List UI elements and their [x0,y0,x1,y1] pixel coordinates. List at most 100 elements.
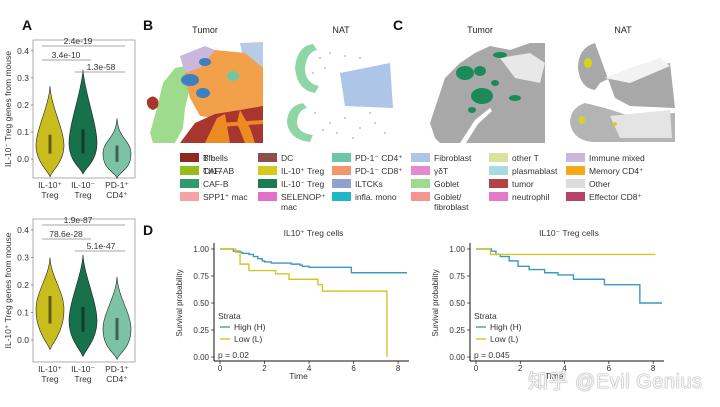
p-value: p = 0.02 [218,350,249,360]
violin-body [68,69,98,175]
y-tick-label: 0.75 [449,272,465,281]
p-value-label: 3.4e-10 [52,50,81,60]
legend-item: infla. mono [332,192,397,202]
y-tick-label: 0.25 [449,326,465,335]
legend-item: IL-10⁻ Treg [258,179,324,189]
y-tick-label: 0.00 [193,353,209,362]
legend-swatch [489,153,508,162]
km-plot-il10-pos: IL10⁺ Treg cells 0.00 0.25 0.50 0.75 1.00 0 2 4 6… [175,228,409,381]
legend-label: PD-1⁻ CD8⁺ [355,166,403,176]
violin-body [35,85,65,178]
legend-item: IL-10⁺ Treg [258,166,324,176]
legend-label: SELENOP⁺ mac [281,192,326,212]
x-tick-label: 2 [262,364,267,373]
p-value: p = 0.045 [474,350,510,360]
y-tick-label: 1.00 [449,245,465,254]
x-tick-label: 4 [307,364,312,373]
km-curve [476,248,656,256]
legend-swatch [566,153,585,162]
legend-label: Other [589,179,611,189]
p-value-label: 5.1e-47 [87,241,116,251]
y-tick-label: 0.50 [193,299,209,308]
legend-swatch [332,192,351,201]
scatter-immune [312,52,386,139]
region-immune [180,46,215,73]
y-tick-label: 0.2 [17,100,29,110]
legend-item: tumor [489,179,534,189]
y-tick-label: 0.4 [17,46,29,56]
legend-item: PD-1⁻ CD4⁺ [332,153,403,163]
legend-swatch [332,179,351,188]
y-tick-label: 0.2 [17,280,29,290]
legend-swatch [489,166,508,175]
region-memory-cd4 [185,50,263,118]
legend-label: High (H) [234,322,266,332]
tissue-white-upper [500,53,545,83]
region-b-cells [199,58,211,66]
km-title: IL10⁺ Treg cells [284,228,344,238]
p-value-label: 2.4e-19 [64,36,93,46]
legend-label: SPP1⁺ mac [203,192,248,202]
legend-swatch [489,179,508,188]
tissue-white-gap [460,108,492,143]
plot-frame [32,218,136,363]
legend-label: Goblet/ fibroblast [434,192,469,212]
treg-il10-pos-clusters [579,58,617,126]
legend-item: Tfh [180,153,215,163]
violin-plot-top: 0.0 0.1 0.2 0.3 0.4 IL-10⁻ Treg genes from mo… [3,36,136,200]
spatial-map-c-tumor [430,43,545,143]
region-goblet [150,66,191,143]
legend-label: Effector CD8⁺ [589,192,642,202]
y-tick-label: 0.1 [17,308,29,318]
watermark: 知乎 @Evil Genius [528,371,703,393]
p-value-label: 1.9e-87 [64,215,93,225]
y-tick-label: 0.75 [193,272,209,281]
y-tick-label: 0.1 [17,127,29,137]
legend-label: Memory CD4⁺ [589,166,644,176]
panel-label-a: A [22,17,33,33]
spatial-map-b-tumor [146,42,263,143]
legend-label: infla. mono [355,192,397,202]
legend-label: ILTCKs [355,179,383,189]
legend-label: Tfh [203,153,216,163]
legend-label: Low (L) [234,334,263,344]
legend-swatch [180,153,199,162]
x-tick-label: PD-1⁺ [105,180,129,190]
legend-item: CAF-B [180,179,229,189]
km-curve [220,248,407,274]
y-axis-label: Survival probability [431,269,440,336]
legend-label: IL-10⁺ Treg [281,166,325,176]
x-tick-label: Treg [74,374,91,384]
x-tick-label: Treg [41,374,58,384]
x-tick-label: IL-10⁻ [71,364,95,374]
legend-item: SPP1⁺ mac [180,192,248,202]
legend-item: SELENOP⁺ mac [258,192,341,212]
treg-il10-neg-clusters [456,52,521,113]
x-tick-label: 8 [651,364,656,373]
legend-item: Goblet [411,179,459,189]
y-tick-label: 0.0 [17,154,29,164]
legend-swatch [489,192,508,201]
x-tick-label: Treg [74,190,91,200]
legend-label: Th17 [203,166,223,176]
x-tick-label: 6 [607,364,612,373]
tissue-white [610,110,672,138]
map-title-c-nat: NAT [614,25,632,35]
legend-swatch [332,153,351,162]
y-axis-label: Survival probability [175,269,184,336]
km-curve [220,248,388,357]
y-tick-label: 0.3 [17,253,29,263]
legend-swatch [180,179,199,188]
x-tick-label: IL-10⁺ [38,364,62,374]
region-caf-ab [205,110,263,143]
legend-swatch [411,153,430,162]
violin-plot-bottom: 0.0 0.1 0.2 0.3 0.4 IL-10⁺ Treg genes from mo… [3,215,136,384]
legend-label: Goblet [434,179,460,189]
legend-label: DC [281,153,294,163]
km-title: IL10⁻ Treg cells [539,228,599,238]
legend-label: Low (L) [490,334,519,344]
legend-item: Other [566,179,610,189]
panel-label-c: C [393,17,404,33]
map-title-b-tumor: Tumor [192,25,218,35]
legend-item: DC [258,153,293,163]
